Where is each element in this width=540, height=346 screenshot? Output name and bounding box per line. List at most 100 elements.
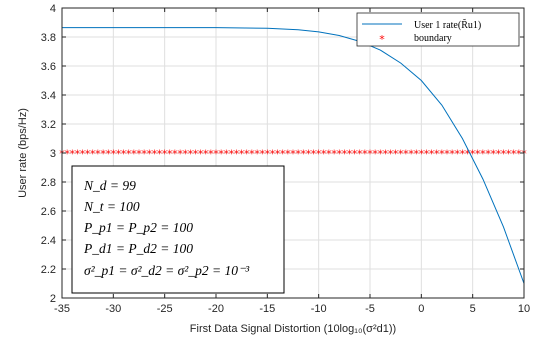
y-tick-label: 3.8 xyxy=(41,32,56,44)
boundary-marker: * xyxy=(311,148,317,161)
y-tick-label: 3 xyxy=(50,148,56,160)
boundary-marker: * xyxy=(342,148,348,161)
boundary-marker: * xyxy=(90,148,96,161)
boundary-marker: * xyxy=(413,148,419,161)
boundary-marker: * xyxy=(336,148,342,161)
boundary-marker: * xyxy=(157,148,163,161)
y-tick-label: 3.2 xyxy=(41,119,56,131)
boundary-marker: * xyxy=(141,148,147,161)
param-pd: P_d1 = P_d2 = 100 xyxy=(83,241,193,256)
boundary-marker: * xyxy=(213,148,219,161)
boundary-marker: * xyxy=(295,148,301,161)
boundary-marker: * xyxy=(378,148,384,161)
boundary-marker: * xyxy=(259,148,265,161)
boundary-marker: * xyxy=(239,148,245,161)
boundary-marker: * xyxy=(249,148,255,161)
boundary-marker: * xyxy=(480,148,486,161)
y-tick-label: 2.4 xyxy=(41,235,56,247)
x-tick-label: -30 xyxy=(105,303,121,315)
boundary-marker: * xyxy=(516,148,522,161)
boundary-marker: * xyxy=(439,148,445,161)
x-tick-label: -25 xyxy=(157,303,173,315)
boundary-marker: * xyxy=(111,148,117,161)
boundary-marker: * xyxy=(419,148,425,161)
boundary-marker: * xyxy=(485,148,491,161)
y-tick-label: 4 xyxy=(50,3,56,15)
boundary-marker: * xyxy=(208,148,214,161)
boundary-marker: * xyxy=(398,148,404,161)
boundary-marker: * xyxy=(100,148,106,161)
x-tick-label: -35 xyxy=(54,303,70,315)
boundary-marker: * xyxy=(393,148,399,161)
boundary-marker: * xyxy=(229,148,235,161)
y-tick-label: 3.4 xyxy=(41,90,56,102)
boundary-marker: * xyxy=(321,148,327,161)
y-axis-label: User rate (bps/Hz) xyxy=(17,108,29,198)
x-tick-label: -15 xyxy=(259,303,275,315)
x-tick-label: 0 xyxy=(418,303,424,315)
boundary-marker: * xyxy=(105,148,111,161)
boundary-marker: * xyxy=(470,148,476,161)
boundary-marker: * xyxy=(367,148,373,161)
boundary-marker: * xyxy=(265,148,271,161)
boundary-marker: * xyxy=(126,148,132,161)
boundary-marker: * xyxy=(203,148,209,161)
param-sigma: σ²_p1 = σ²_d2 = σ²_p2 = 10⁻³ xyxy=(84,263,250,278)
boundary-marker: * xyxy=(167,148,173,161)
boundary-marker: * xyxy=(218,148,224,161)
boundary-marker: * xyxy=(280,148,286,161)
boundary-marker: * xyxy=(131,148,137,161)
boundary-marker: * xyxy=(116,148,122,161)
boundary-marker: * xyxy=(383,148,389,161)
boundary-marker: * xyxy=(460,148,466,161)
boundary-marker: * xyxy=(147,148,153,161)
boundary-marker: * xyxy=(475,148,481,161)
boundary-marker: * xyxy=(424,148,430,161)
boundary-marker: * xyxy=(152,148,158,161)
boundary-marker: * xyxy=(244,148,250,161)
boundary-marker: * xyxy=(403,148,409,161)
boundary-marker: * xyxy=(372,148,378,161)
boundary-marker: * xyxy=(455,148,461,161)
boundary-marker: * xyxy=(188,148,194,161)
legend-box xyxy=(356,12,520,47)
boundary-marker: * xyxy=(290,148,296,161)
boundary-marker: * xyxy=(224,148,230,161)
boundary-marker: * xyxy=(465,148,471,161)
boundary-marker: * xyxy=(234,148,240,161)
boundary-marker: * xyxy=(285,148,291,161)
y-tick-label: 2 xyxy=(50,293,56,305)
boundary-marker: * xyxy=(306,148,312,161)
boundary-marker: * xyxy=(80,148,86,161)
x-tick-label: -5 xyxy=(365,303,375,315)
boundary-marker: * xyxy=(449,148,455,161)
x-tick-label: 5 xyxy=(470,303,476,315)
boundary-marker: * xyxy=(444,148,450,161)
boundary-marker: * xyxy=(496,148,502,161)
ticks: -35 -30 -25 -20 -15 -10 -5 0 5 10 2 2.2 2.4 2.6 2.8 3 3.… xyxy=(41,3,530,315)
boundary-marker: * xyxy=(511,148,517,161)
boundary-marker: * xyxy=(172,148,178,161)
boundary-marker: * xyxy=(136,148,142,161)
parameter-box: N_d = 99 N_t = 100 P_p1 = P_p2 = 100 P_d… xyxy=(71,165,285,294)
legend-marker-swatch: * xyxy=(379,33,385,46)
boundary-marker: * xyxy=(316,148,322,161)
boundary-marker: * xyxy=(434,148,440,161)
boundary-marker: * xyxy=(177,148,183,161)
boundary-marker: * xyxy=(198,148,204,161)
boundary-marker: * xyxy=(347,148,353,161)
param-pp: P_p1 = P_p2 = 100 xyxy=(83,220,193,235)
boundary-marker: * xyxy=(506,148,512,161)
boundary-marker: * xyxy=(326,148,332,161)
boundary-marker: * xyxy=(95,148,101,161)
boundary-marker: * xyxy=(70,148,76,161)
y-tick-label: 2.2 xyxy=(41,264,56,276)
legend-series-2: boundary xyxy=(414,33,452,44)
series-layer: * * * * * * * * * * * * * * * * * * * * * * * * * * * * * * * * * * * * * * * *… xyxy=(59,27,527,284)
boundary-marker: * xyxy=(182,148,188,161)
boundary-marker: * xyxy=(352,148,358,161)
boundary-marker: * xyxy=(64,148,70,161)
boundary-marker: * xyxy=(501,148,507,161)
param-nd: N_d = 99 xyxy=(83,178,136,193)
boundary-marker: * xyxy=(408,148,414,161)
